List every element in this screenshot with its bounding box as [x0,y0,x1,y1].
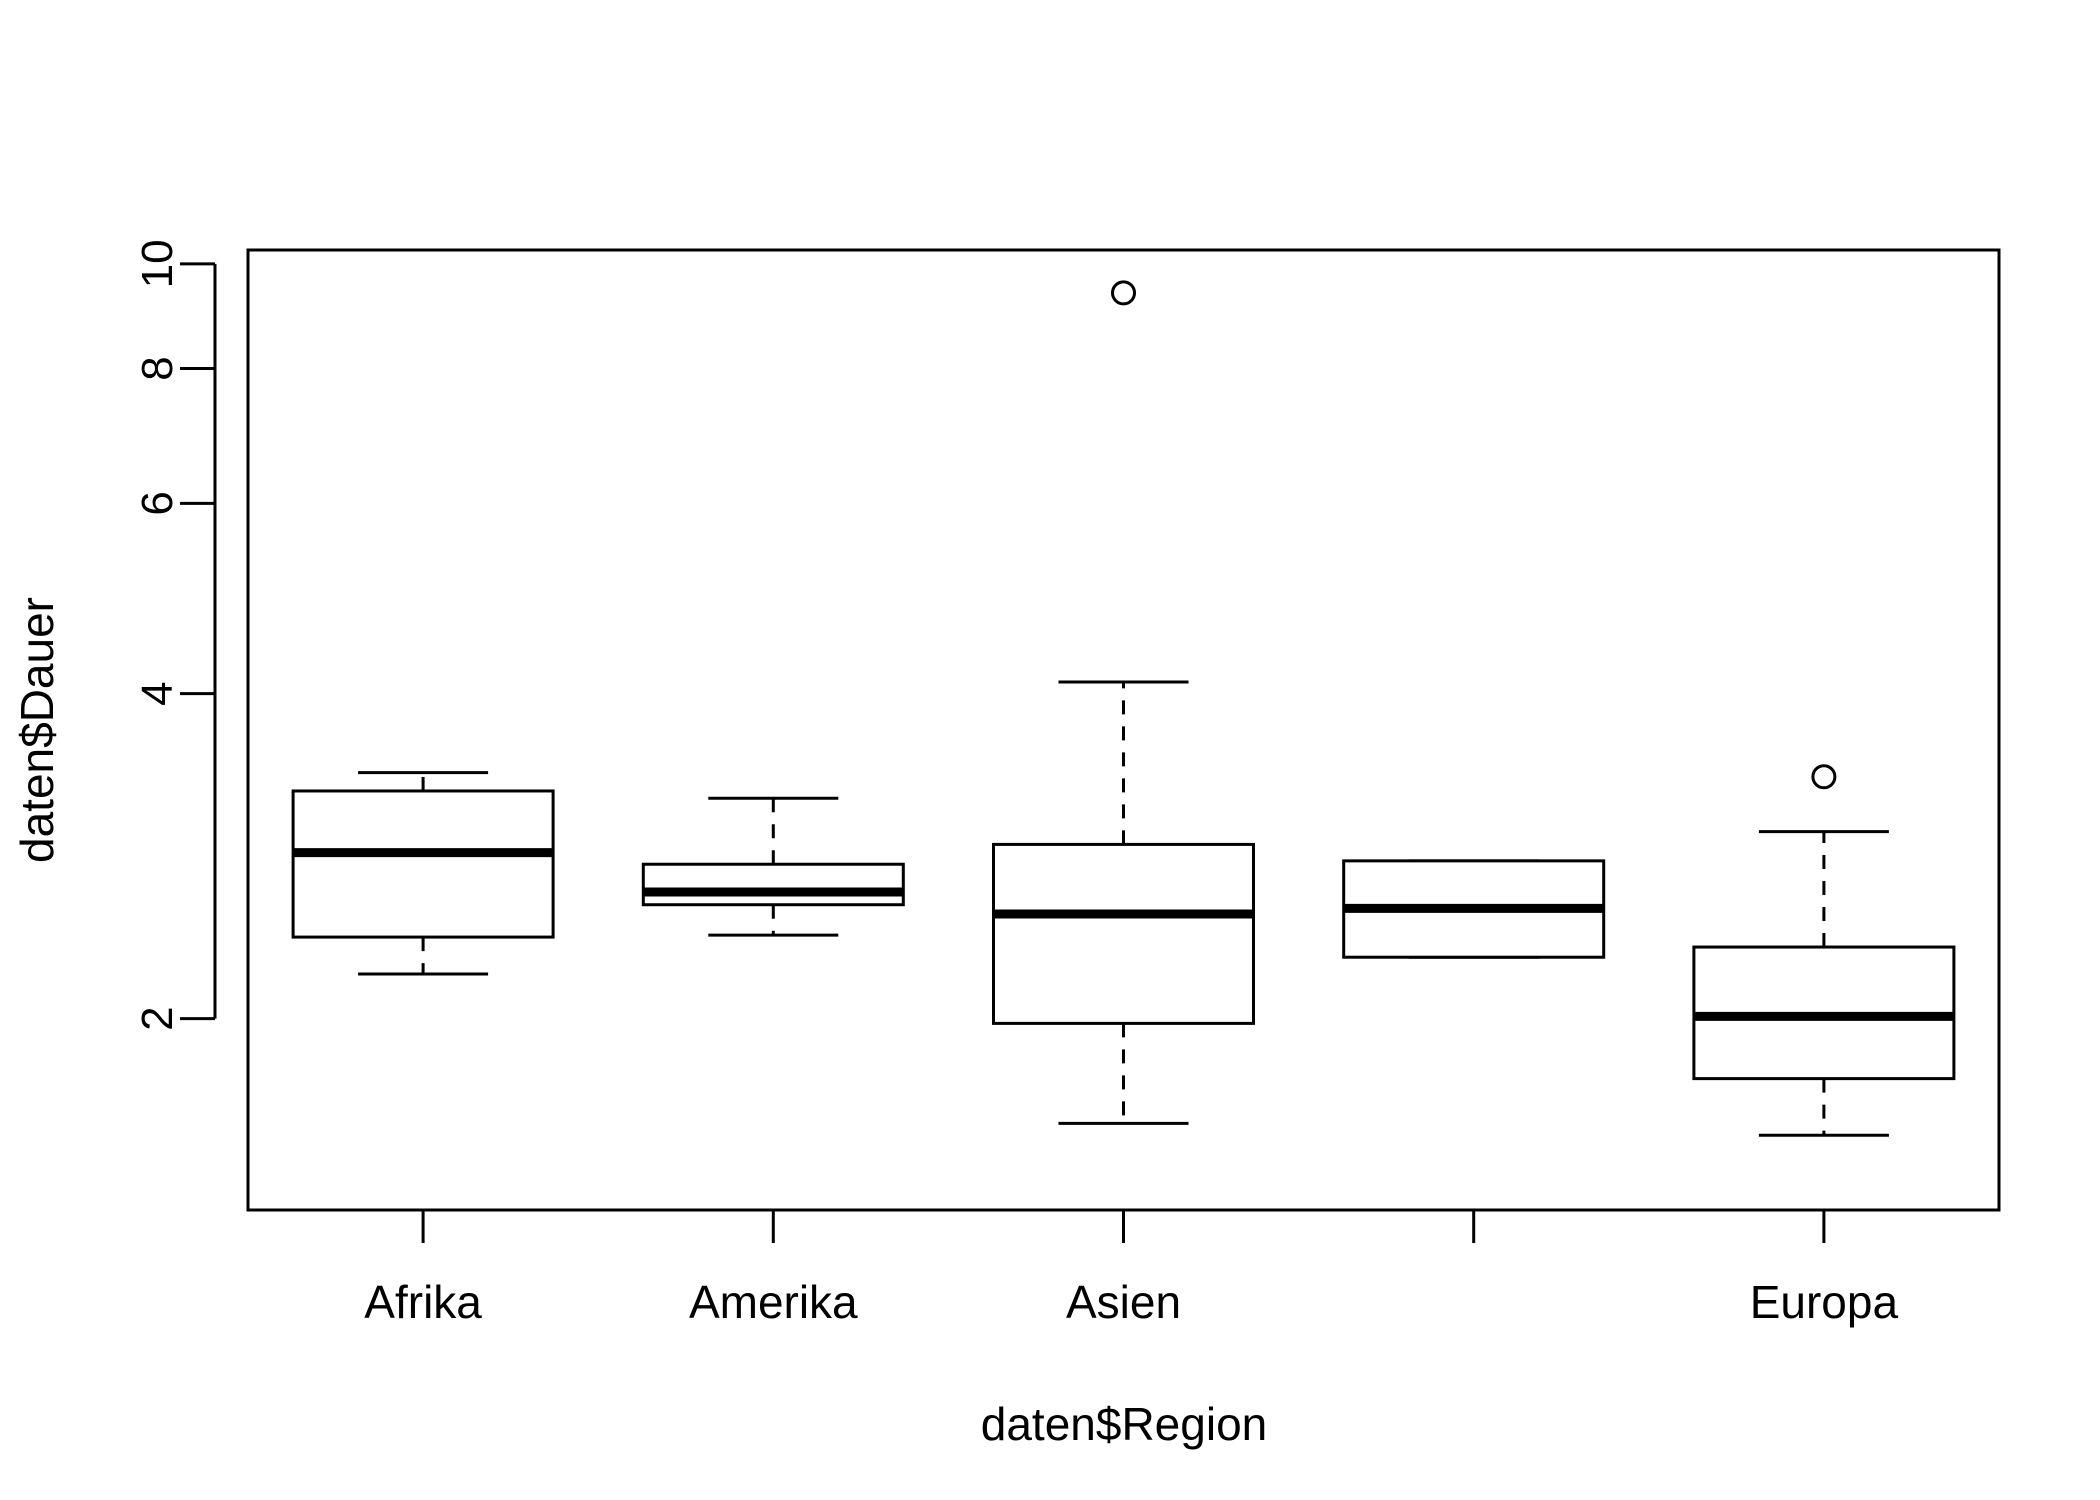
box [992,842,1255,1025]
y-tick-label: 4 [133,681,182,705]
x-axis-label: daten$Region [981,1398,1267,1450]
y-tick-label: 10 [133,239,182,288]
x-tick-label: Amerika [689,1276,858,1328]
x-tick-label: Europa [1750,1276,1899,1328]
y-axis: 2 4 6 8 10 [133,239,217,1031]
box-group [1342,859,1606,959]
y-axis-label: daten$Dauer [11,597,63,863]
x-tick-label: Afrika [364,1276,482,1328]
box-group [1692,764,1956,1137]
y-tick-label: 2 [133,1006,182,1030]
outlier-point [1111,280,1136,306]
box-group [992,280,1255,1125]
y-tick-label: 8 [133,356,182,380]
x-axis: Afrika Amerika Asien Europa [364,1208,1899,1328]
box-group [291,771,555,976]
box [291,789,555,939]
box-group [641,796,905,937]
x-tick-label: Asien [1066,1276,1181,1328]
boxes [291,280,1956,1137]
y-tick-label: 6 [133,491,182,515]
outlier-point [1811,764,1837,790]
box [641,862,905,907]
